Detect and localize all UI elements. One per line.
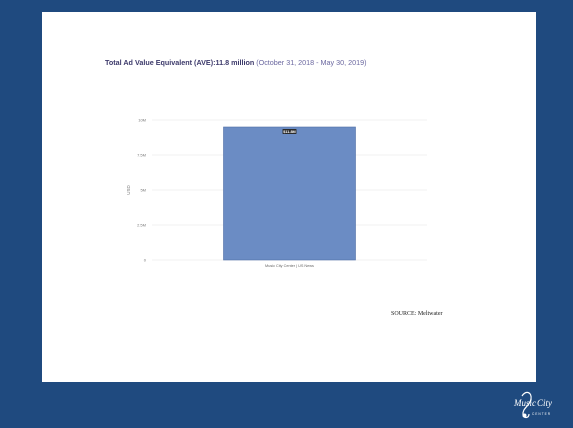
x-tick-label: Music City Center | US News (265, 264, 314, 268)
chart-title: Total Ad Value Equivalent (AVE):11.8 mil… (105, 58, 367, 67)
logo-text-city: City (537, 398, 552, 408)
y-tick-label: 7.5M (137, 153, 146, 158)
bar-chart: 0 2.5M 5M 7.5M 10M USD $11.8M Music City Center… (126, 118, 427, 268)
y-tick-label: 10M (138, 118, 146, 123)
bar-value-label: $11.8M (283, 130, 295, 134)
logo-text-music: Music (513, 398, 536, 408)
y-tick-label: 2.5M (137, 223, 146, 228)
source-note: SOURCE: Meltwater (391, 311, 443, 317)
y-axis-label: USD (126, 185, 131, 195)
bar (223, 126, 356, 261)
music-city-center-logo: Music City CENTER (513, 391, 552, 419)
y-tick-label: 5M (140, 188, 146, 193)
chart-title-bold: Total Ad Value Equivalent (AVE):11.8 mil… (105, 58, 255, 67)
chart-title-range: (October 31, 2018 - May 30, 2019) (256, 58, 367, 67)
y-tick-label: 0 (144, 258, 147, 263)
logo-text-center: CENTER (532, 412, 551, 416)
slide-panel: Total Ad Value Equivalent (AVE):11.8 mil… (42, 12, 536, 382)
bar-value-badge (282, 129, 297, 134)
